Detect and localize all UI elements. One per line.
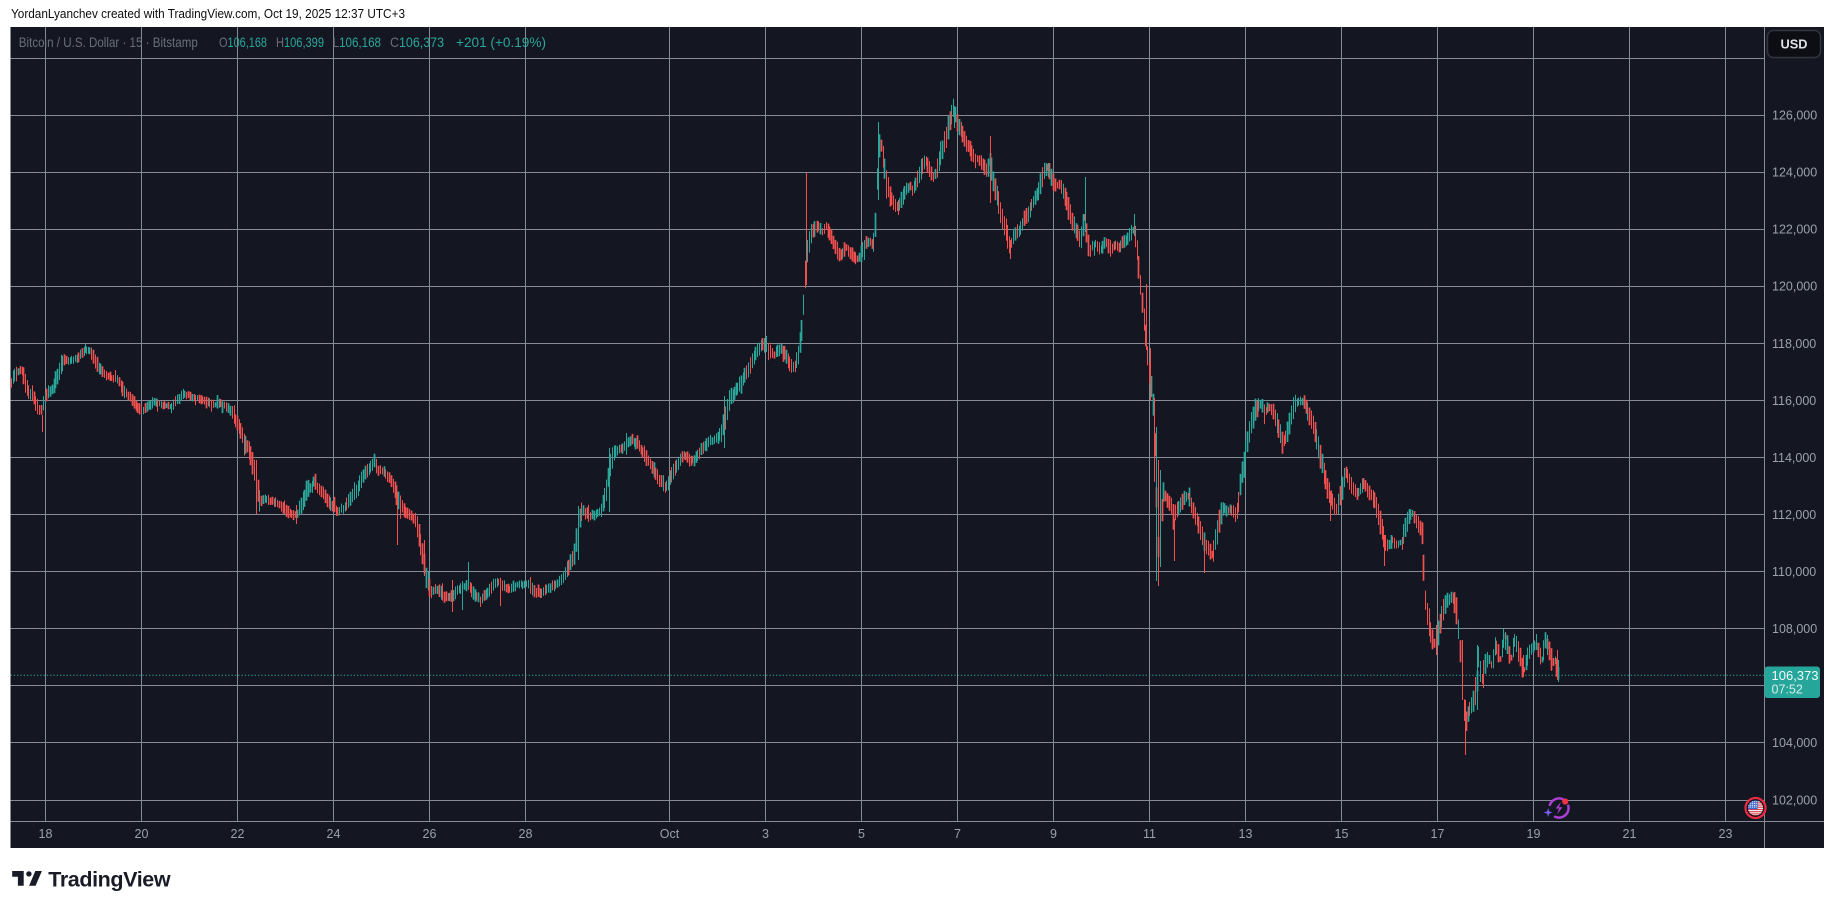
svg-text:24: 24 (327, 827, 341, 841)
svg-text:26: 26 (423, 827, 437, 841)
svg-text:15: 15 (1335, 827, 1349, 841)
svg-text:118,000: 118,000 (1772, 337, 1816, 351)
svg-text:9: 9 (1050, 827, 1057, 841)
svg-text:28: 28 (519, 827, 533, 841)
svg-text:+201 (+0.19%): +201 (+0.19%) (456, 35, 546, 50)
svg-text:Bitcoin / U.S. Dollar · 15 · B: Bitcoin / U.S. Dollar · 15 · Bitstamp (19, 35, 198, 50)
svg-text:23: 23 (1719, 827, 1733, 841)
svg-text:7: 7 (954, 827, 961, 841)
svg-text:Oct: Oct (660, 827, 680, 841)
svg-text:102,000: 102,000 (1772, 793, 1817, 807)
svg-text:C106,373: C106,373 (390, 35, 444, 50)
svg-text:L106,168: L106,168 (333, 35, 382, 50)
svg-text:124,000: 124,000 (1772, 166, 1817, 180)
svg-text:17: 17 (1431, 827, 1445, 841)
svg-text:5: 5 (858, 827, 865, 841)
svg-text:18: 18 (39, 827, 53, 841)
svg-text:116,000: 116,000 (1772, 394, 1816, 408)
svg-text:3: 3 (762, 827, 769, 841)
svg-text:104,000: 104,000 (1772, 736, 1817, 750)
svg-text:13: 13 (1239, 827, 1253, 841)
svg-text:114,000: 114,000 (1772, 451, 1816, 465)
svg-text:108,000: 108,000 (1772, 622, 1817, 636)
svg-text:112,000: 112,000 (1772, 508, 1816, 522)
svg-text:120,000: 120,000 (1772, 280, 1817, 294)
svg-text:H106,399: H106,399 (276, 35, 324, 50)
svg-text:O106,168: O106,168 (219, 35, 267, 50)
svg-text:TradingView: TradingView (48, 867, 171, 891)
svg-text:USD: USD (1780, 37, 1807, 52)
svg-text:07:52: 07:52 (1772, 683, 1803, 697)
svg-text:20: 20 (135, 827, 149, 841)
svg-text:126,000: 126,000 (1772, 109, 1817, 123)
svg-text:21: 21 (1623, 827, 1637, 841)
svg-text:106,373: 106,373 (1772, 668, 1819, 683)
svg-text:22: 22 (231, 827, 245, 841)
svg-text:122,000: 122,000 (1772, 223, 1817, 237)
svg-text:110,000: 110,000 (1772, 565, 1816, 579)
svg-text:19: 19 (1527, 827, 1541, 841)
svg-text:11: 11 (1143, 827, 1156, 841)
svg-text:YordanLyanchev created with Tr: YordanLyanchev created with TradingView.… (11, 7, 405, 21)
